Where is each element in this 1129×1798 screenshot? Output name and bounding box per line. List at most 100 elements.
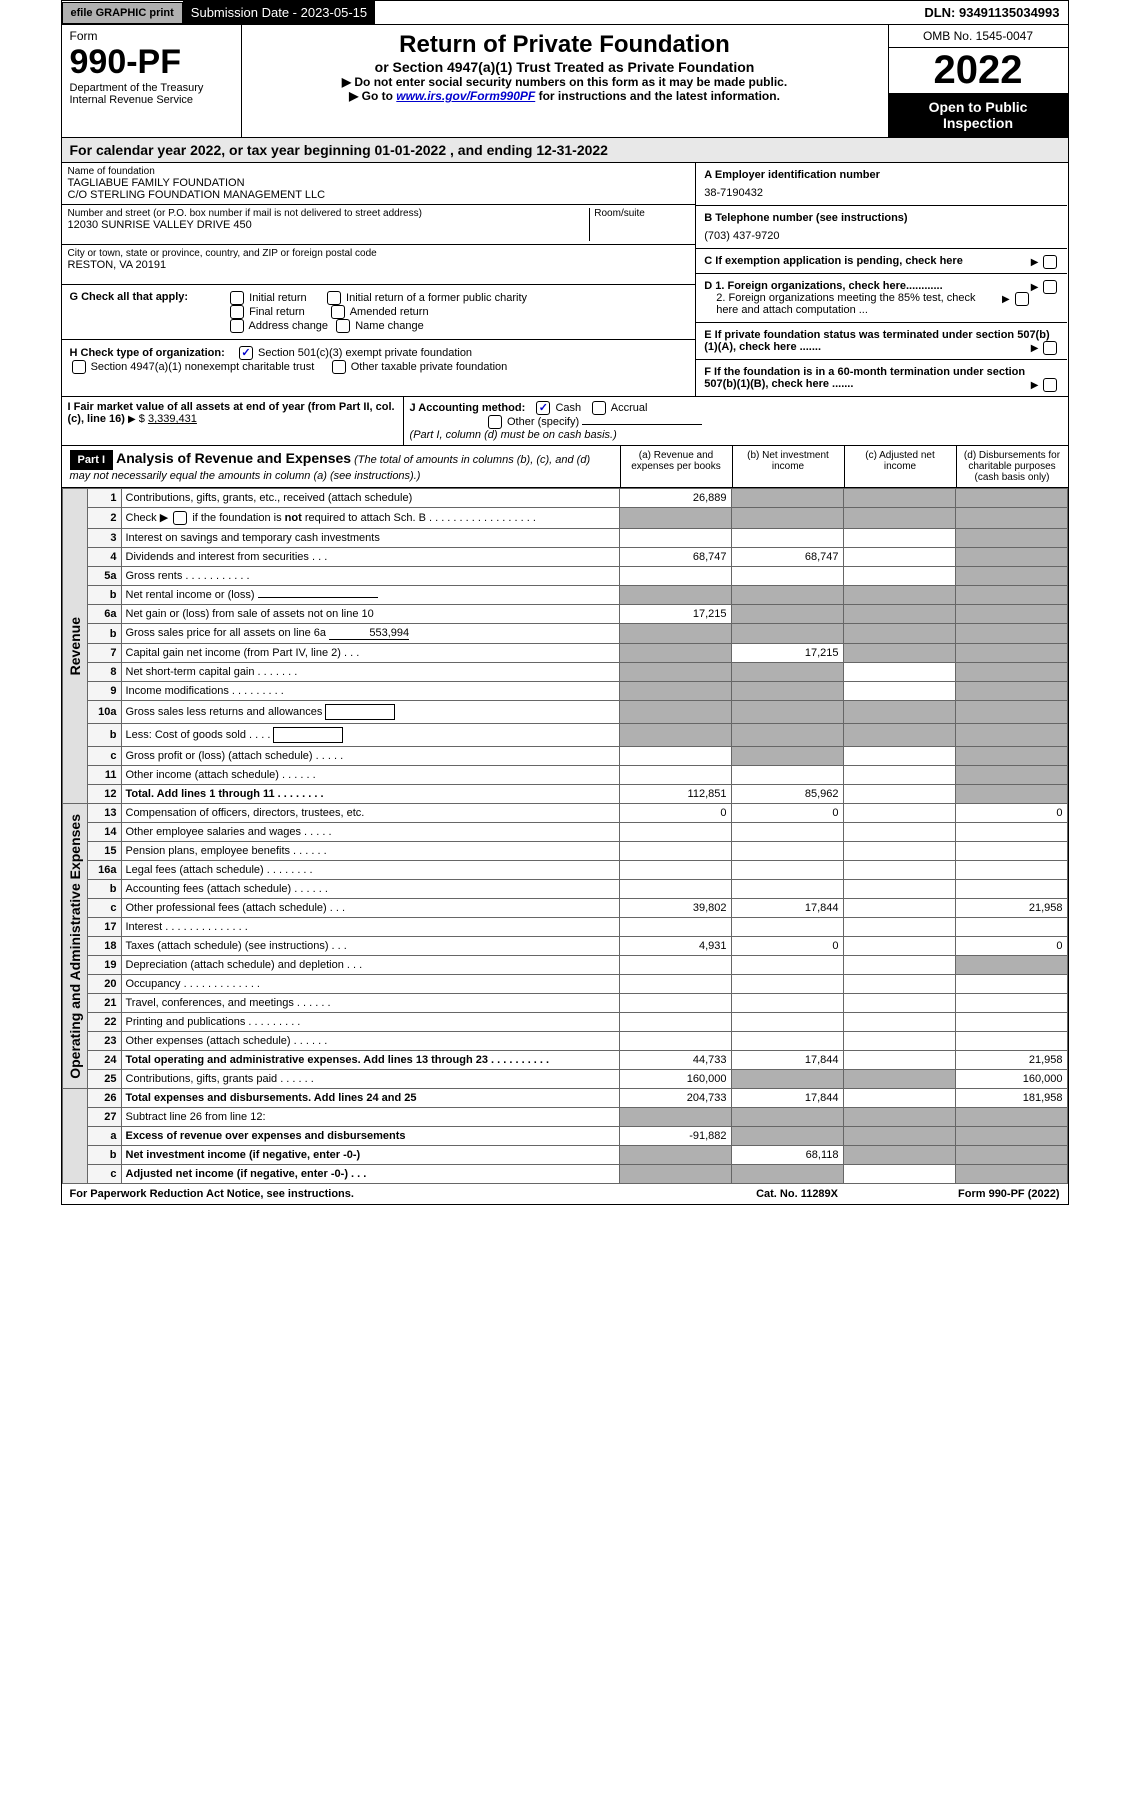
calendar-year-row: For calendar year 2022, or tax year begi…: [62, 138, 1068, 163]
table-row: 8Net short-term capital gain . . . . . .…: [62, 663, 1067, 682]
name-change-checkbox[interactable]: [336, 319, 350, 333]
j-label: J Accounting method:: [410, 402, 526, 414]
f-checkbox[interactable]: [1043, 378, 1057, 392]
table-row: cAdjusted net income (if negative, enter…: [62, 1165, 1067, 1184]
table-row: 27Subtract line 26 from line 12:: [62, 1108, 1067, 1127]
c-checkbox[interactable]: [1043, 255, 1057, 269]
expenses-side-label: Operating and Administrative Expenses: [67, 814, 83, 1079]
d2-label: 2. Foreign organizations meeting the 85%…: [704, 292, 988, 316]
table-row: cGross profit or (loss) (attach schedule…: [62, 747, 1067, 766]
fmv-value: 3,339,431: [148, 413, 197, 425]
amended-return-checkbox[interactable]: [331, 305, 345, 319]
col-b-header: (b) Net investment income: [732, 446, 844, 487]
table-row: 12Total. Add lines 1 through 11 . . . . …: [62, 785, 1067, 804]
initial-return-checkbox[interactable]: [230, 291, 244, 305]
other-taxable-checkbox[interactable]: [332, 360, 346, 374]
table-row: 11Other income (attach schedule) . . . .…: [62, 766, 1067, 785]
table-row: 9Income modifications . . . . . . . . .: [62, 682, 1067, 701]
table-row: bGross sales price for all assets on lin…: [62, 624, 1067, 644]
table-row: 2Check ▶ if the foundation is not requir…: [62, 508, 1067, 529]
form-word: Form: [70, 29, 233, 43]
form-number: 990-PF: [70, 43, 233, 82]
part1-title: Analysis of Revenue and Expenses: [116, 450, 351, 466]
part1-badge: Part I: [70, 450, 114, 470]
c-label: C If exemption application is pending, c…: [704, 255, 963, 267]
4947-checkbox[interactable]: [72, 360, 86, 374]
other-method-checkbox[interactable]: [488, 415, 502, 429]
street-label: Number and street (or P.O. box number if…: [68, 208, 590, 219]
paperwork-notice: For Paperwork Reduction Act Notice, see …: [70, 1188, 354, 1200]
e-checkbox[interactable]: [1043, 341, 1057, 355]
tax-year: 2022: [889, 48, 1068, 93]
table-row: 5aGross rents . . . . . . . . . . .: [62, 567, 1067, 586]
foundation-name-2: C/O STERLING FOUNDATION MANAGEMENT LLC: [68, 189, 690, 201]
col-a-header: (a) Revenue and expenses per books: [620, 446, 732, 487]
table-row: 22Printing and publications . . . . . . …: [62, 1013, 1067, 1032]
table-row: bNet investment income (if negative, ent…: [62, 1146, 1067, 1165]
initial-former-checkbox[interactable]: [327, 291, 341, 305]
table-row: 18Taxes (attach schedule) (see instructi…: [62, 937, 1067, 956]
efile-print-button[interactable]: efile GRAPHIC print: [62, 2, 183, 24]
table-row: Operating and Administrative Expenses 13…: [62, 804, 1067, 823]
sch-b-checkbox[interactable]: [173, 511, 187, 525]
table-row: 3Interest on savings and temporary cash …: [62, 529, 1067, 548]
city-label: City or town, state or province, country…: [68, 248, 690, 259]
table-row: aExcess of revenue over expenses and dis…: [62, 1127, 1067, 1146]
table-row: bLess: Cost of goods sold . . . .: [62, 724, 1067, 747]
city-state-zip: RESTON, VA 20191: [68, 259, 690, 271]
irs-label: Internal Revenue Service: [70, 94, 233, 106]
table-row: 20Occupancy . . . . . . . . . . . . .: [62, 975, 1067, 994]
info-section: Name of foundation TAGLIABUE FAMILY FOUN…: [62, 163, 1068, 397]
part1-table: Revenue 1Contributions, gifts, grants, e…: [62, 488, 1068, 1184]
col-c-header: (c) Adjusted net income: [844, 446, 956, 487]
part1-header-row: Part I Analysis of Revenue and Expenses …: [62, 446, 1068, 488]
form-header: Form 990-PF Department of the Treasury I…: [62, 25, 1068, 138]
form-title: Return of Private Foundation: [248, 31, 882, 59]
table-row: 24Total operating and administrative exp…: [62, 1051, 1067, 1070]
table-row: 17Interest . . . . . . . . . . . . . .: [62, 918, 1067, 937]
arrow-icon: [1031, 256, 1039, 268]
501c3-checkbox[interactable]: [239, 346, 253, 360]
d2-checkbox[interactable]: [1015, 292, 1029, 306]
topbar: efile GRAPHIC print Submission Date - 20…: [62, 1, 1068, 25]
street-address: 12030 SUNRISE VALLEY DRIVE 450: [68, 219, 590, 231]
table-row: bAccounting fees (attach schedule) . . .…: [62, 880, 1067, 899]
i-label: I Fair market value of all assets at end…: [68, 401, 395, 425]
j-note: (Part I, column (d) must be on cash basi…: [410, 429, 617, 441]
table-row: Revenue 1Contributions, gifts, grants, e…: [62, 489, 1067, 508]
d1-checkbox[interactable]: [1043, 280, 1057, 294]
h-label: H Check type of organization:: [70, 347, 225, 359]
final-return-checkbox[interactable]: [230, 305, 244, 319]
accrual-checkbox[interactable]: [592, 401, 606, 415]
f-label: F If the foundation is in a 60-month ter…: [704, 366, 1025, 390]
table-row: 21Travel, conferences, and meetings . . …: [62, 994, 1067, 1013]
open-public-badge: Open to Public Inspection: [889, 93, 1068, 137]
col-d-header: (d) Disbursements for charitable purpose…: [956, 446, 1068, 487]
table-row: 15Pension plans, employee benefits . . .…: [62, 842, 1067, 861]
address-change-checkbox[interactable]: [230, 319, 244, 333]
cat-no: Cat. No. 11289X: [756, 1188, 838, 1200]
form-container: efile GRAPHIC print Submission Date - 20…: [61, 0, 1069, 1205]
table-row: bNet rental income or (loss): [62, 586, 1067, 605]
room-label: Room/suite: [594, 208, 689, 219]
table-row: 4Dividends and interest from securities …: [62, 548, 1067, 567]
table-row: 16aLegal fees (attach schedule) . . . . …: [62, 861, 1067, 880]
d1-label: D 1. Foreign organizations, check here..…: [704, 280, 942, 292]
irs-link[interactable]: www.irs.gov/Form990PF: [396, 89, 535, 103]
table-row: 25Contributions, gifts, grants paid . . …: [62, 1070, 1067, 1089]
cash-checkbox[interactable]: [536, 401, 550, 415]
submission-date: Submission Date - 2023-05-15: [183, 1, 375, 24]
dept-treasury: Department of the Treasury: [70, 82, 233, 94]
form-footer: For Paperwork Reduction Act Notice, see …: [62, 1184, 1068, 1204]
table-row: 23Other expenses (attach schedule) . . .…: [62, 1032, 1067, 1051]
dln-label: DLN: 93491135034993: [916, 1, 1067, 24]
foundation-name-1: TAGLIABUE FAMILY FOUNDATION: [68, 177, 690, 189]
name-label: Name of foundation: [68, 166, 690, 177]
revenue-side-label: Revenue: [67, 617, 83, 675]
ein-label: A Employer identification number: [704, 169, 1059, 181]
table-row: 26Total expenses and disbursements. Add …: [62, 1089, 1067, 1108]
instruction-2: ▶ Go to www.irs.gov/Form990PF for instru…: [248, 89, 882, 103]
omb-number: OMB No. 1545-0047: [889, 25, 1068, 48]
table-row: 7Capital gain net income (from Part IV, …: [62, 644, 1067, 663]
table-row: cOther professional fees (attach schedul…: [62, 899, 1067, 918]
